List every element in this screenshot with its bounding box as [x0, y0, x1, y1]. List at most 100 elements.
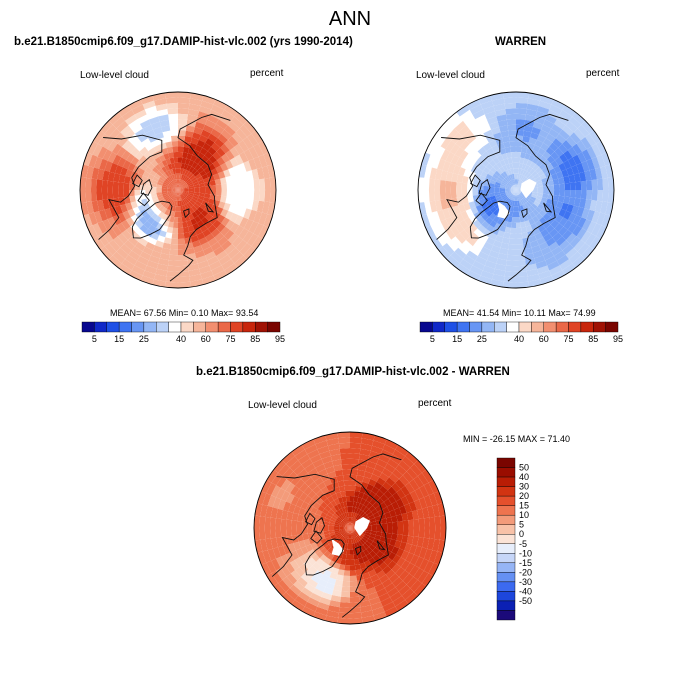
heatmap-cell	[467, 99, 481, 110]
heatmap-cell	[148, 224, 157, 233]
heatmap-cell	[340, 530, 346, 535]
heatmap-cell	[411, 510, 419, 520]
heatmap-cell	[357, 469, 366, 477]
heatmap-cell	[342, 513, 346, 519]
heatmap-cell	[563, 219, 573, 230]
heatmap-cell	[180, 163, 185, 169]
heatmap-cell	[176, 195, 178, 201]
heatmap-cell	[421, 469, 434, 483]
panel-1-right-label: percent	[250, 68, 284, 79]
heatmap-cell	[104, 243, 117, 256]
heatmap-cell	[312, 561, 321, 571]
heatmap-cell	[392, 521, 398, 528]
heatmap-cell	[345, 559, 350, 566]
heatmap-cell	[178, 190, 182, 195]
heatmap-cell	[244, 219, 254, 231]
heatmap-cell	[123, 190, 130, 198]
heatmap-cell	[248, 180, 255, 190]
heatmap-cell	[242, 230, 254, 243]
heatmap-cell	[572, 112, 586, 125]
heatmap-cell	[586, 209, 595, 222]
heatmap-cell	[326, 610, 339, 618]
heatmap-cell	[518, 205, 522, 212]
heatmap-cell	[170, 238, 178, 245]
heatmap-cell	[505, 192, 512, 196]
heatmap-cell	[350, 554, 355, 560]
colorbar-tick-label: -30	[519, 577, 532, 587]
heatmap-cell	[461, 190, 468, 198]
heatmap-cell	[518, 194, 522, 201]
heatmap-cell	[350, 506, 353, 513]
coastline-island	[354, 545, 362, 556]
heatmap-cell	[405, 592, 418, 605]
heatmap-cell	[307, 597, 320, 607]
heatmap-cell	[522, 136, 531, 143]
heatmap-cell	[359, 448, 371, 456]
heatmap-cell	[163, 153, 170, 160]
heatmap-cell	[536, 134, 546, 143]
heatmap-cell	[495, 179, 502, 184]
heatmap-cell	[257, 491, 267, 505]
heatmap-cell	[188, 183, 194, 188]
heatmap-cell	[425, 225, 436, 239]
heatmap-cell	[406, 511, 414, 521]
panel-2-left-label: Low-level cloud	[416, 70, 485, 81]
heatmap-cell	[272, 497, 281, 509]
heatmap-cell	[220, 208, 229, 218]
heatmap-cell	[455, 212, 465, 223]
heatmap-cell	[258, 154, 268, 168]
heatmap-cell	[178, 190, 181, 195]
heatmap-cell	[155, 268, 168, 277]
heatmap-cell	[563, 150, 573, 161]
heatmap-cell	[193, 126, 203, 135]
heatmap-cell	[142, 246, 153, 256]
heatmap-cell	[270, 507, 278, 519]
heatmap-cell	[552, 232, 563, 242]
heatmap-cell	[183, 163, 189, 170]
heatmap-cell	[477, 146, 487, 156]
heatmap-cell	[363, 549, 370, 556]
heatmap-cell	[315, 606, 328, 616]
heatmap-cell	[192, 132, 201, 140]
heatmap-cell	[504, 197, 510, 203]
heatmap-cell	[353, 531, 359, 536]
coastline-eurasia	[341, 453, 402, 618]
heatmap-cell	[540, 275, 554, 285]
heatmap-cell	[545, 224, 555, 234]
heatmap-cell	[500, 192, 506, 197]
heatmap-cell	[553, 165, 562, 174]
heatmap-cell	[352, 501, 357, 508]
heatmap-cell	[348, 522, 350, 528]
heatmap-cell	[303, 539, 311, 547]
heatmap-cell	[324, 557, 332, 565]
heatmap-cell	[513, 179, 516, 185]
heatmap-cell	[360, 544, 367, 552]
heatmap-cell	[352, 543, 356, 550]
heatmap-cell	[463, 114, 476, 126]
heatmap-cell	[386, 517, 393, 524]
heatmap-cell	[346, 528, 350, 533]
heatmap-cell	[472, 109, 485, 120]
heatmap-cell	[328, 525, 335, 528]
heatmap-cell	[418, 528, 425, 538]
heatmap-cell	[102, 149, 112, 161]
heatmap-cell	[501, 136, 510, 143]
heatmap-cell	[396, 557, 406, 567]
heatmap-cell	[533, 200, 540, 207]
heatmap-cell	[384, 463, 396, 473]
heatmap-cell	[537, 192, 543, 197]
heatmap-cell	[400, 550, 410, 560]
colorbar-swatch	[543, 321, 557, 333]
heatmap-cell	[317, 566, 326, 575]
heatmap-cell	[494, 187, 500, 190]
heatmap-cell	[541, 197, 548, 203]
heatmap-cell	[142, 124, 153, 134]
heatmap-cell	[544, 202, 552, 210]
colorbar-swatch	[193, 321, 206, 333]
heatmap-cell	[204, 159, 213, 167]
heatmap-cell	[237, 190, 244, 199]
heatmap-cell	[277, 545, 286, 557]
heatmap-cell	[545, 146, 555, 156]
heatmap-cell	[580, 230, 592, 243]
heatmap-cell	[442, 160, 451, 172]
